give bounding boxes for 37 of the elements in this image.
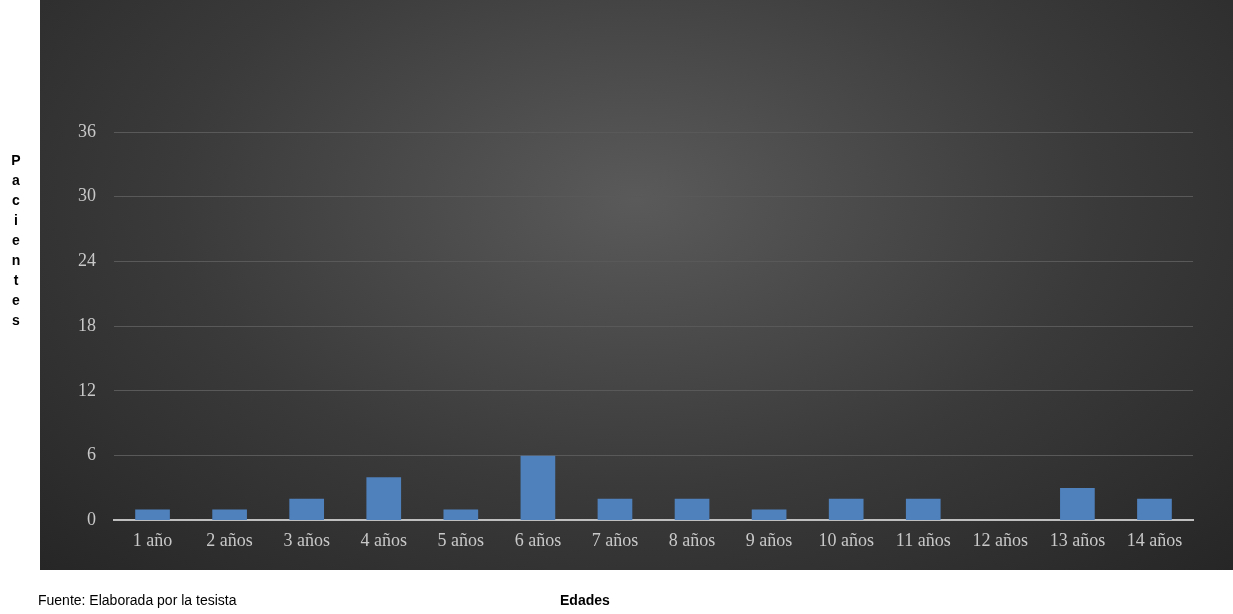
x-tick-label: 3 años [283,529,330,550]
bar [212,509,247,520]
bar [1137,498,1172,520]
bar [828,498,864,520]
bar [135,509,170,520]
x-tick-label: 9 años [745,529,793,550]
y-tick-label: 24 [78,250,96,271]
y-tick-label: 0 [87,509,96,530]
x-tick-label: 6 años [514,529,562,550]
bar [366,477,402,520]
bar [751,509,787,520]
bar [520,455,556,520]
x-tick-label: 5 años [437,529,485,550]
x-tick-label: 14 años [1126,529,1183,550]
x-tick-label: 2 años [206,529,253,550]
x-tick-label: 11 años [895,529,951,550]
x-axis-title: Edades [560,592,610,608]
bar [674,498,710,520]
x-tick-label: 12 años [972,529,1029,550]
y-tick-label: 30 [78,185,96,206]
y-tick-label: 6 [87,444,96,465]
text: Pacientes [11,152,21,328]
bar [905,498,941,520]
x-tick-label: 8 años [668,529,716,550]
bar [443,509,479,520]
bar [289,498,325,520]
bar [597,498,633,520]
x-tick-label: 4 años [360,529,407,550]
x-tick-label: 13 años [1049,529,1106,550]
x-tick-label: 1 año [132,529,173,550]
y-tick-label: 12 [78,379,96,400]
x-tick-label: 10 años [818,529,874,550]
x-tick-label: 7 años [591,529,639,550]
bar [1060,488,1095,520]
y-tick-label: 18 [78,314,96,335]
source-note: Fuente: Elaborada por la tesista [38,592,237,608]
y-tick-label: 36 [78,120,96,141]
